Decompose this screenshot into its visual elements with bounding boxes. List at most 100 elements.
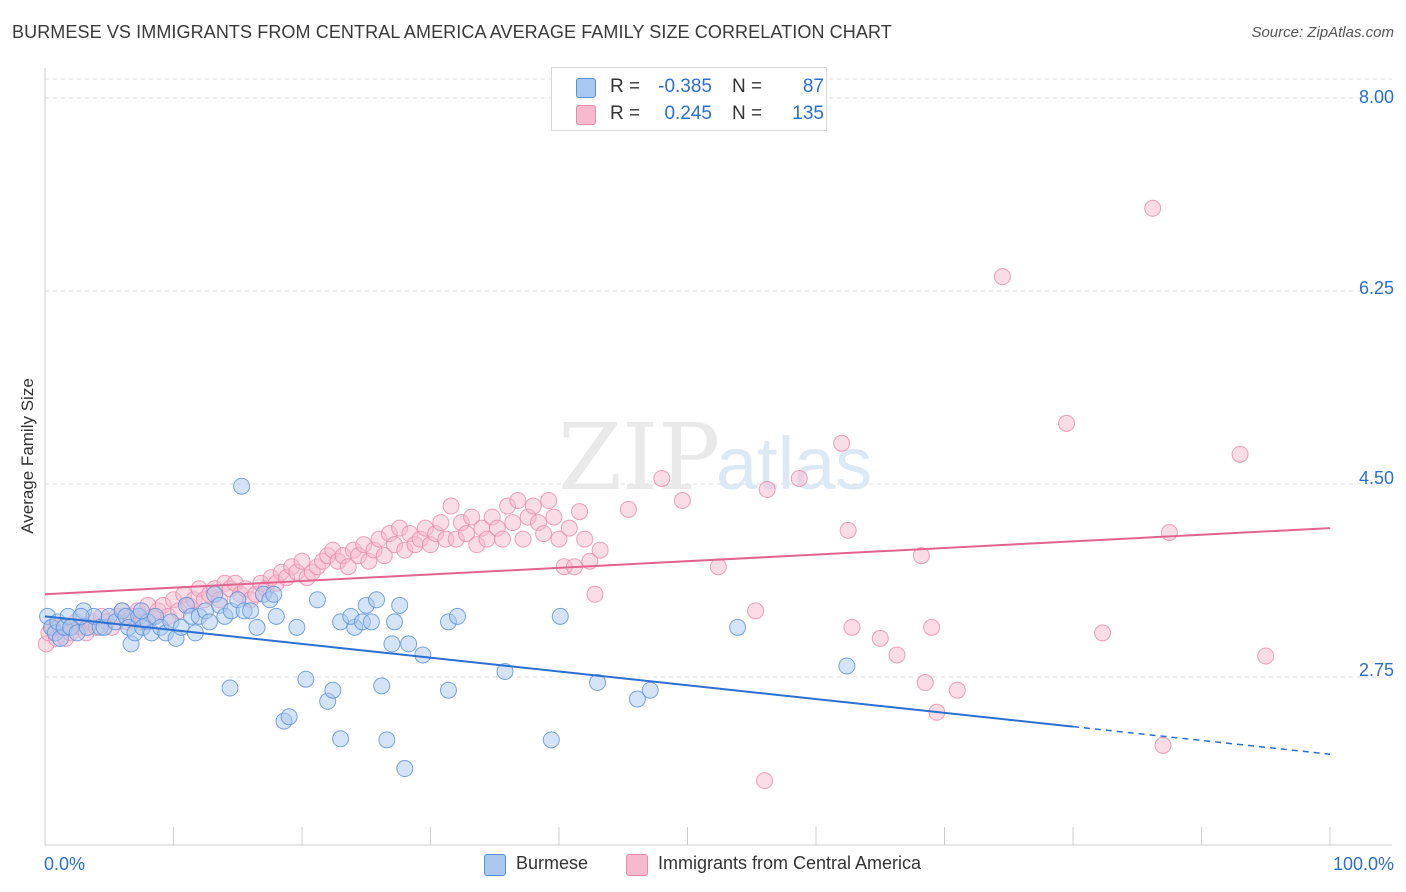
data-point-burmese (288, 618, 306, 636)
data-point-central-america (916, 674, 934, 692)
watermark-zip: ZIP (558, 404, 720, 511)
data-point-burmese (332, 730, 350, 748)
r-value: 0.245 (664, 103, 712, 124)
y-tick-label: 8.00 (1358, 87, 1394, 107)
data-point-burmese (729, 618, 747, 636)
r-label: R = (610, 76, 641, 97)
central-america-swatch (576, 105, 596, 125)
data-point-burmese (496, 662, 514, 680)
data-point-central-america (653, 469, 671, 487)
data-point-central-america (1144, 199, 1162, 217)
data-point-central-america (591, 541, 609, 559)
x-tick-max: 100.0% (1332, 854, 1394, 874)
data-point-central-america (619, 500, 637, 518)
data-point-central-america (1154, 736, 1172, 754)
data-point-burmese (200, 613, 218, 631)
trend-line-central-america (44, 527, 1331, 596)
data-point-burmese (242, 602, 260, 620)
data-point-central-america (843, 618, 861, 636)
data-point-burmese (396, 760, 414, 778)
data-point-central-america (576, 530, 594, 548)
data-point-central-america (709, 558, 727, 576)
trend-line-burmese (44, 615, 1074, 728)
data-point-central-america (586, 585, 604, 603)
data-point-central-america (432, 514, 450, 532)
data-point-burmese (221, 679, 239, 697)
watermark-atlas: atlas (716, 422, 872, 505)
data-point-central-america (948, 681, 966, 699)
data-point-central-america (1160, 524, 1178, 542)
data-point-central-america (756, 772, 774, 790)
data-point-burmese (132, 602, 150, 620)
data-point-central-america (442, 497, 460, 515)
data-point-central-america (1231, 445, 1249, 463)
chart-title: BURMESE VS IMMIGRANTS FROM CENTRAL AMERI… (12, 22, 892, 42)
data-point-central-america (790, 469, 808, 487)
data-point-central-america (1257, 647, 1275, 665)
data-point-central-america (493, 530, 511, 548)
burmese-swatch (576, 78, 596, 98)
series-burmese (39, 477, 856, 778)
data-point-central-america (833, 434, 851, 452)
n-value: 87 (802, 76, 824, 97)
data-point-central-america (912, 547, 930, 565)
data-point-burmese (267, 607, 285, 625)
data-point-central-america (509, 492, 527, 510)
data-point-burmese (551, 607, 569, 625)
data-point-central-america (747, 602, 765, 620)
legend-label: Burmese (516, 853, 589, 873)
y-tick-label: 6.25 (1358, 278, 1394, 298)
data-point-burmese (265, 585, 283, 603)
data-point-central-america (293, 552, 311, 570)
data-point-central-america (463, 508, 481, 526)
data-point-central-america (339, 558, 357, 576)
data-point-central-america (560, 519, 578, 537)
series-legend: Burmese Immigrants from Central America (0, 852, 1406, 878)
data-point-burmese (362, 613, 380, 631)
data-point-central-america (871, 629, 889, 647)
data-point-burmese (838, 657, 856, 675)
data-point-burmese (386, 613, 404, 631)
data-point-central-america (839, 521, 857, 539)
data-point-burmese (400, 635, 418, 653)
n-value: 135 (792, 103, 824, 124)
stats-legend: R = -0.385 N = 87 R = 0.245 N = 135 (551, 67, 827, 131)
data-point-burmese (72, 607, 90, 625)
data-point-burmese (542, 731, 560, 749)
data-point-central-america (545, 508, 563, 526)
data-point-burmese (414, 646, 432, 664)
data-point-central-america (514, 530, 532, 548)
n-label: N = (732, 103, 763, 124)
legend-label: Immigrants from Central America (658, 853, 922, 873)
data-point-burmese (280, 708, 298, 726)
data-point-burmese (368, 591, 386, 609)
data-point-central-america (535, 525, 553, 543)
data-point-central-america (993, 268, 1011, 286)
data-point-central-america (504, 514, 522, 532)
n-label: N = (732, 76, 763, 97)
r-value: -0.385 (658, 76, 712, 97)
central-america-swatch (626, 854, 648, 876)
data-point-central-america (571, 503, 589, 521)
data-point-central-america (524, 497, 542, 515)
source-credit: Source: ZipAtlas.com (1251, 24, 1394, 41)
trend-lines (44, 527, 1331, 755)
data-point-central-america (550, 530, 568, 548)
y-axis-label: Average Family Size (18, 378, 37, 534)
data-point-burmese (373, 677, 391, 695)
data-point-central-america (375, 547, 393, 565)
trend-line-burmese-extension (1072, 725, 1331, 755)
data-point-burmese (439, 681, 457, 699)
y-tick-label: 2.75 (1358, 660, 1394, 680)
data-point-central-america (673, 492, 691, 510)
data-point-burmese (391, 596, 409, 614)
data-point-burmese (233, 477, 251, 495)
data-point-burmese (308, 591, 326, 609)
data-point-burmese (383, 635, 401, 653)
data-point-central-america (1058, 414, 1076, 432)
data-point-central-america (1094, 624, 1112, 642)
data-point-central-america (540, 492, 558, 510)
data-point-central-america (457, 525, 475, 543)
data-point-central-america (758, 481, 776, 499)
